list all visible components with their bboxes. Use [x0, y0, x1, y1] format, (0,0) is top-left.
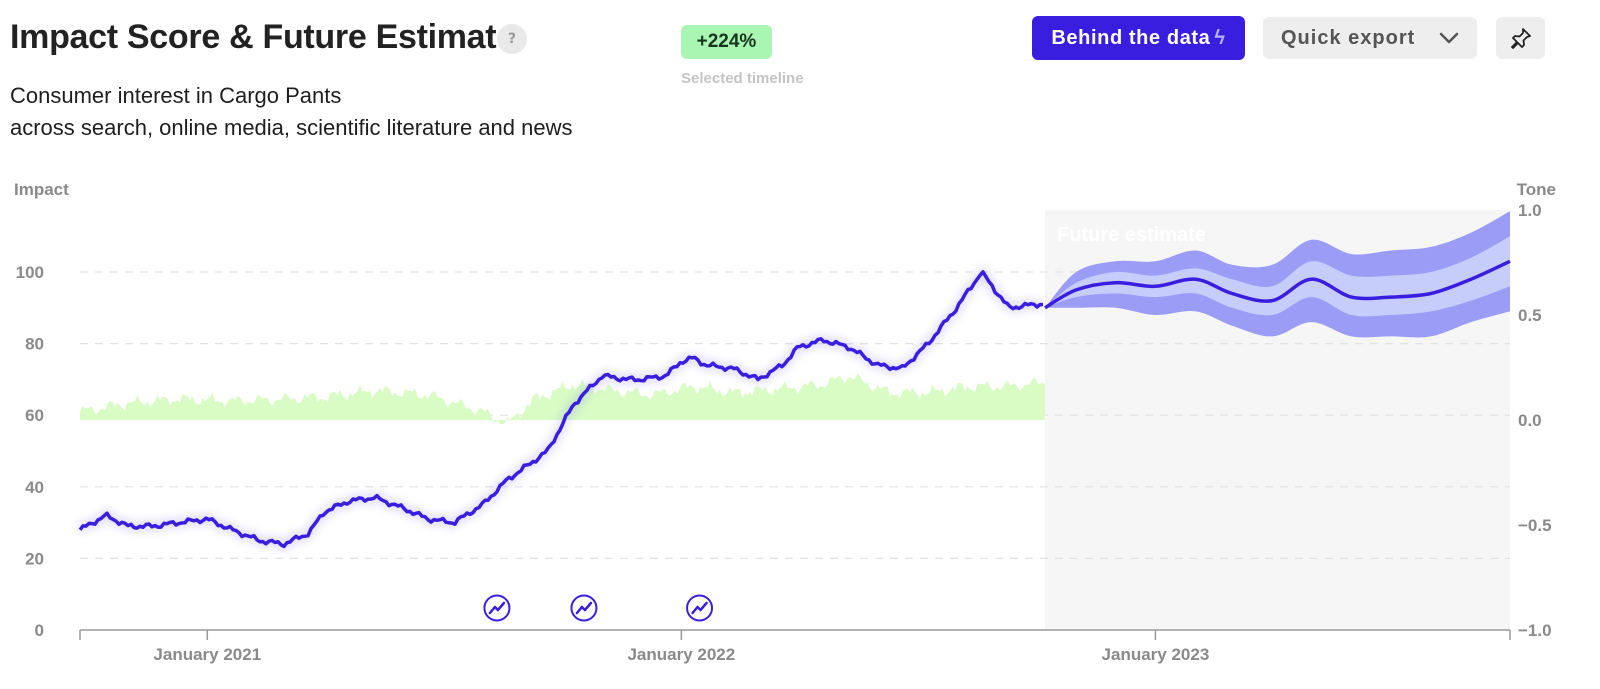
impact-line [78, 270, 1044, 549]
trend-marker-arrow [575, 601, 593, 615]
trend-up-icon[interactable] [686, 594, 714, 622]
behind-the-data-label: Behind the data [1051, 27, 1211, 49]
trend-up-icon[interactable] [570, 594, 598, 622]
quick-export-label: Quick export [1281, 27, 1416, 49]
trend-up-icon[interactable] [483, 594, 511, 622]
y-tick-label: 40 [25, 478, 44, 497]
help-icon[interactable]: ? [497, 24, 527, 54]
y-tick-label: 0 [35, 621, 44, 640]
y2-tick-label: 1.0 [1518, 201, 1542, 220]
chart-subtitle: Consumer interest in Cargo Pants across … [10, 80, 573, 144]
behind-the-data-button[interactable]: Behind the data ϟ [1032, 16, 1245, 60]
pin-button[interactable] [1496, 17, 1545, 59]
lightning-icon: ϟ [1214, 27, 1226, 49]
tone-area [80, 373, 1046, 425]
change-caption: Selected timeline [681, 70, 804, 87]
y2-tick-label: 0.5 [1518, 306, 1542, 325]
x-tick-label: January 2022 [627, 645, 735, 664]
x-tick-label: January 2023 [1102, 645, 1210, 664]
y-tick-label: 100 [16, 263, 44, 282]
y-tick-label: 20 [25, 549, 44, 568]
trend-marker-arrow [691, 601, 708, 615]
future-estimate-label: Future estimate [1057, 224, 1206, 246]
chevron-down-icon [1439, 32, 1459, 44]
x-tick-label: January 2021 [153, 645, 261, 664]
y-axis-title: Impact [14, 180, 69, 199]
y2-tick-label: 0.0 [1518, 411, 1542, 430]
future-estimate-line [1044, 259, 1511, 310]
subtitle-line-1: Consumer interest in Cargo Pants [10, 83, 342, 108]
y2-tick-label: −1.0 [1518, 621, 1552, 640]
quick-export-button[interactable]: Quick export [1263, 17, 1477, 59]
pin-icon [1511, 28, 1531, 49]
y-tick-label: 80 [25, 335, 44, 354]
subtitle-line-2: across search, online media, scientific … [10, 115, 573, 140]
trend-marker-arrow [488, 601, 506, 615]
y2-tick-label: −0.5 [1518, 516, 1552, 535]
y2-axis-title: Tone [1517, 180, 1556, 199]
y-tick-label: 60 [25, 406, 44, 425]
page-title: Impact Score & Future Estimate [10, 18, 515, 56]
change-badge: +224% [681, 25, 772, 59]
